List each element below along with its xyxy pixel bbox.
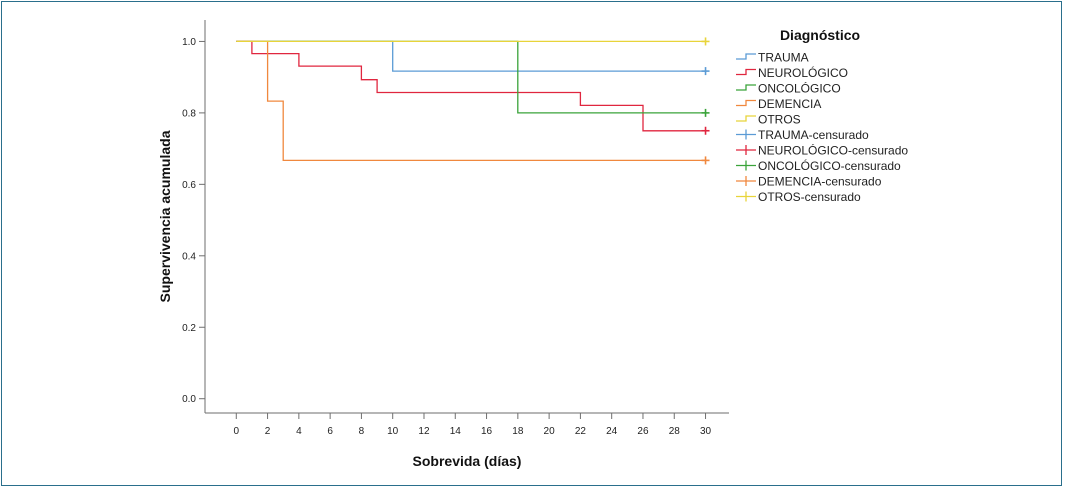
legend-swatch	[736, 53, 756, 60]
x-tick-label: 16	[481, 426, 493, 437]
legend-title: Diagnóstico	[780, 27, 860, 43]
x-tick-label: 30	[700, 426, 712, 437]
censor-mark-neurológico-censurado	[701, 126, 710, 135]
y-tick-label: 0.4	[182, 251, 196, 262]
censor-mark-trauma-censurado	[701, 67, 710, 76]
x-tick-label: 10	[387, 426, 399, 437]
legend-item-neurológico: NEUROLÓGICO	[736, 65, 848, 80]
legend-item-otros-censurado: OTROS-censurado	[736, 190, 861, 204]
y-tick-label: 0.0	[182, 394, 196, 405]
x-tick-label: 28	[669, 426, 681, 437]
legend-label: NEUROLÓGICO-censurado	[758, 143, 908, 158]
legend-item-demencia-censurado: DEMENCIA-censurado	[736, 175, 882, 189]
series-line-demencia	[236, 40, 706, 162]
y-tick-label: 1.0	[182, 37, 196, 48]
legend-item-oncológico-censurado: ONCOLÓGICO-censurado	[736, 158, 901, 173]
x-tick-label: 0	[234, 426, 240, 437]
x-axis-title: Sobrevida (días)	[413, 453, 522, 469]
legend-label: OTROS-censurado	[758, 190, 861, 204]
legend-swatch	[736, 99, 756, 107]
censor-marks	[701, 37, 710, 165]
x-tick-label: 12	[418, 426, 430, 437]
y-tick-label: 0.2	[182, 323, 196, 334]
x-tick-label: 18	[512, 426, 524, 437]
legend-label: ONCOLÓGICO-censurado	[758, 158, 901, 173]
legend-label: OTROS	[758, 113, 801, 127]
legend-label: NEUROLÓGICO	[758, 65, 848, 80]
x-tick-label: 8	[359, 426, 365, 437]
axes: 0 2 4 6 8 10 12 14 16 18 20 22 24 26 28 300.00.20.40.60…	[182, 20, 729, 437]
x-tick-label: 4	[296, 426, 302, 437]
y-axis-title: Supervivencia acumulada	[157, 130, 173, 302]
censor-mark-demencia-censurado	[701, 156, 710, 165]
series-line-neurológico	[236, 40, 706, 132]
legend-item-neurológico-censurado: NEUROLÓGICO-censurado	[736, 143, 908, 158]
y-tick-label: 0.8	[182, 108, 196, 119]
legend-label: ONCOLÓGICO	[758, 81, 841, 96]
series-line-oncológico	[236, 40, 706, 114]
legend-item-trauma: TRAUMA	[736, 51, 809, 65]
x-tick-label: 20	[544, 426, 556, 437]
series-lines	[236, 40, 706, 162]
legend-swatch	[736, 68, 756, 76]
legend-item-otros: OTROS	[736, 113, 801, 127]
legend-item-trauma-censurado: TRAUMA-censurado	[736, 128, 869, 142]
legend-swatch	[736, 115, 756, 122]
x-tick-label: 26	[637, 426, 649, 437]
legend-label: TRAUMA-censurado	[758, 128, 869, 142]
x-tick-label: 2	[265, 426, 271, 437]
legend-label: TRAUMA	[758, 51, 809, 65]
y-tick-label: 0.6	[182, 180, 196, 191]
censor-mark-otros-censurado	[701, 37, 710, 46]
legend-item-oncológico: ONCOLÓGICO	[736, 81, 841, 96]
legend-swatch	[736, 84, 756, 91]
x-tick-label: 6	[327, 426, 333, 437]
legend-label: DEMENCIA-censurado	[758, 175, 882, 189]
legend-item-demencia: DEMENCIA	[736, 97, 821, 111]
x-tick-label: 14	[450, 426, 462, 437]
censor-mark-oncológico-censurado	[701, 108, 710, 117]
legend-label: DEMENCIA	[758, 97, 821, 111]
x-tick-label: 24	[606, 426, 618, 437]
x-tick-label: 22	[575, 426, 587, 437]
